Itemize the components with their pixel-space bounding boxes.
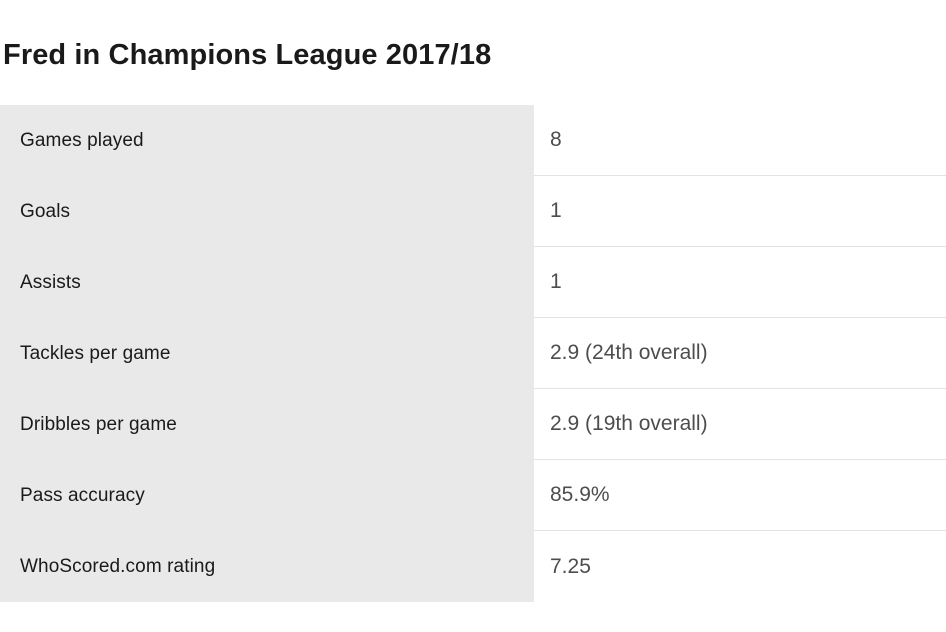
stat-label: Dribbles per game	[0, 389, 534, 460]
table-row: Assists 1	[0, 247, 946, 318]
stat-value: 2.9 (24th overall)	[534, 318, 946, 389]
stat-label: Tackles per game	[0, 318, 534, 389]
stat-label: Assists	[0, 247, 534, 318]
table-row: Goals 1	[0, 176, 946, 247]
page-title: Fred in Champions League 2017/18	[3, 39, 492, 71]
stat-value: 2.9 (19th overall)	[534, 389, 946, 460]
stat-value: 85.9%	[534, 460, 946, 531]
stat-label: Games played	[0, 105, 534, 176]
stat-label: WhoScored.com rating	[0, 531, 534, 602]
stat-value: 1	[534, 176, 946, 247]
table-row: Pass accuracy 85.9%	[0, 460, 946, 531]
stat-value: 7.25	[534, 531, 946, 602]
stat-label: Pass accuracy	[0, 460, 534, 531]
table-row: Tackles per game 2.9 (24th overall)	[0, 318, 946, 389]
table-row: WhoScored.com rating 7.25	[0, 531, 946, 602]
stat-label: Goals	[0, 176, 534, 247]
table-row: Games played 8	[0, 105, 946, 176]
stat-value: 1	[534, 247, 946, 318]
stat-value: 8	[534, 105, 946, 176]
stats-table: Games played 8 Goals 1 Assists 1 Tackles per g…	[0, 105, 946, 602]
table-row: Dribbles per game 2.9 (19th overall)	[0, 389, 946, 460]
